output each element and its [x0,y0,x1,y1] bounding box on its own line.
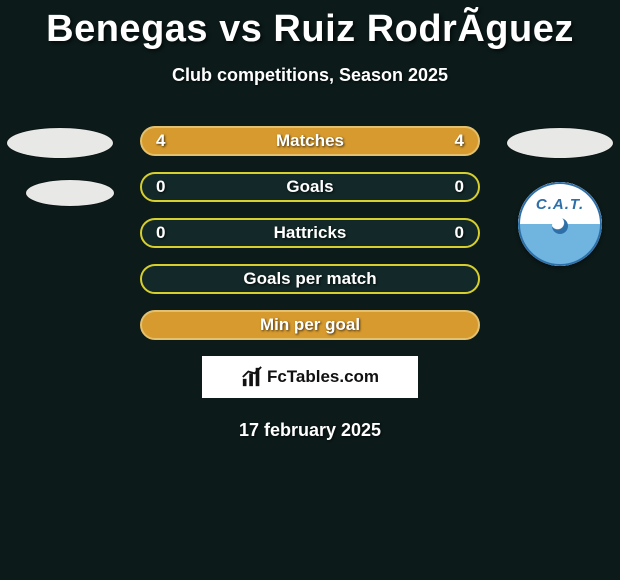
stat-row: 0 Goals 0 [140,172,480,202]
club-badge-right: C.A.T. [518,182,602,266]
player-left-silhouette-2 [26,180,114,206]
stat-row: 0 Hattricks 0 [140,218,480,248]
player-left-silhouette-1 [7,128,113,158]
stat-row: Goals per match [140,264,480,294]
stat-row: Min per goal [140,310,480,340]
brand-banner: FcTables.com [202,356,418,398]
subtitle: Club competitions, Season 2025 [0,65,620,86]
stat-label: Goals [286,177,333,197]
bar-chart-icon [241,366,263,388]
club-badge-text: C.A.T. [518,196,602,213]
date-text: 17 february 2025 [0,420,620,441]
brand-text: FcTables.com [267,367,379,387]
stat-left-value: 0 [156,223,165,243]
player-right-silhouette-1 [507,128,613,158]
club-badge-ball-icon [552,218,568,234]
stat-right-value: 4 [455,131,464,151]
stat-left-value: 4 [156,131,165,151]
stat-right-value: 0 [455,177,464,197]
stat-label: Matches [276,131,344,151]
stat-label: Goals per match [243,269,376,289]
stat-right-value: 0 [455,223,464,243]
page-title: Benegas vs Ruiz RodrÃ­guez [0,0,620,51]
comparison-content: C.A.T. 4 Matches 4 0 Goals 0 0 Hattricks 0 Goals … [0,126,620,441]
stat-label: Hattricks [274,223,347,243]
stat-row: 4 Matches 4 [140,126,480,156]
stat-left-value: 0 [156,177,165,197]
stat-label: Min per goal [260,315,360,335]
